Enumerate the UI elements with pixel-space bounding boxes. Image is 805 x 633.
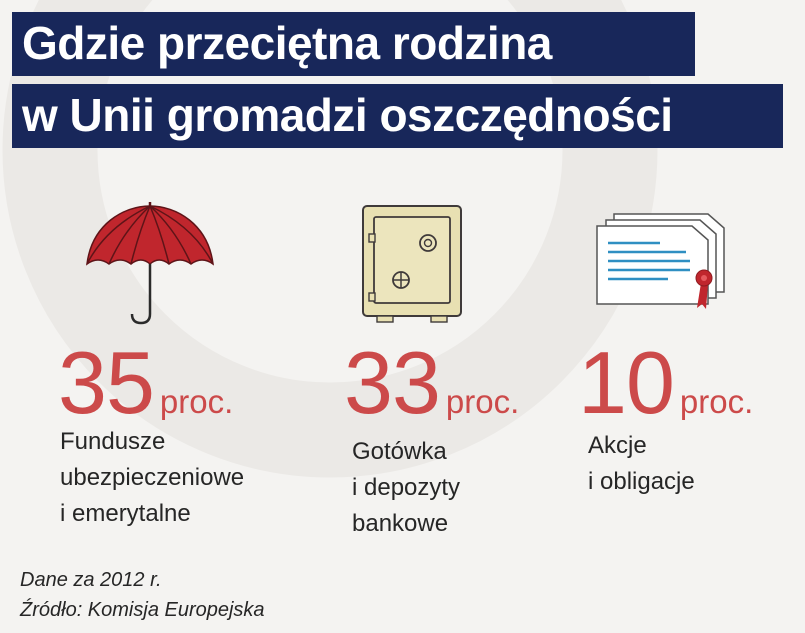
stat-label-2-line-3: bankowe — [352, 510, 449, 537]
stat-value-3: 10 — [578, 333, 675, 432]
safe-icon — [362, 205, 462, 323]
stat-item-1: 35 proc. — [58, 337, 233, 429]
stat-label-3-line-1: Akcje — [588, 432, 647, 459]
stat-label-2-line-1: Gotówka — [352, 438, 447, 465]
stat-value-2: 33 — [344, 333, 441, 432]
stat-label-1: Fundusze ubezpieczeniowe i emerytalne — [60, 424, 244, 532]
certificate-icon — [596, 213, 725, 309]
page-title-line-2: w Unii gromadzi oszczędności — [12, 84, 783, 148]
stat-label-1-line-1: Fundusze — [60, 428, 166, 455]
footnote-data-year: Dane za 2012 r. — [20, 569, 162, 591]
page-title-line-1: Gdzie przeciętna rodzina — [12, 12, 695, 76]
stat-value-1: 35 — [58, 333, 155, 432]
stat-label-3: Akcje i obligacje — [588, 428, 695, 500]
stat-item-2: 33 proc. — [344, 337, 519, 429]
stat-label-2: Gotówka i depozyty bankowe — [352, 434, 460, 542]
stat-label-2-line-2: i depozyty — [352, 474, 461, 501]
stat-label-1-line-2: ubezpieczeniowe — [60, 464, 245, 491]
umbrella-icon — [86, 202, 214, 325]
stat-label-1-line-3: i emerytalne — [60, 500, 191, 527]
stat-item-3: 10 proc. — [578, 337, 753, 429]
stat-unit-2: proc. — [445, 383, 520, 420]
stat-label-3-line-2: i obligacje — [588, 468, 695, 495]
stat-unit-1: proc. — [159, 383, 234, 420]
stat-unit-3: proc. — [679, 383, 754, 420]
footnote-source: Źródło: Komisja Europejska — [20, 599, 265, 621]
